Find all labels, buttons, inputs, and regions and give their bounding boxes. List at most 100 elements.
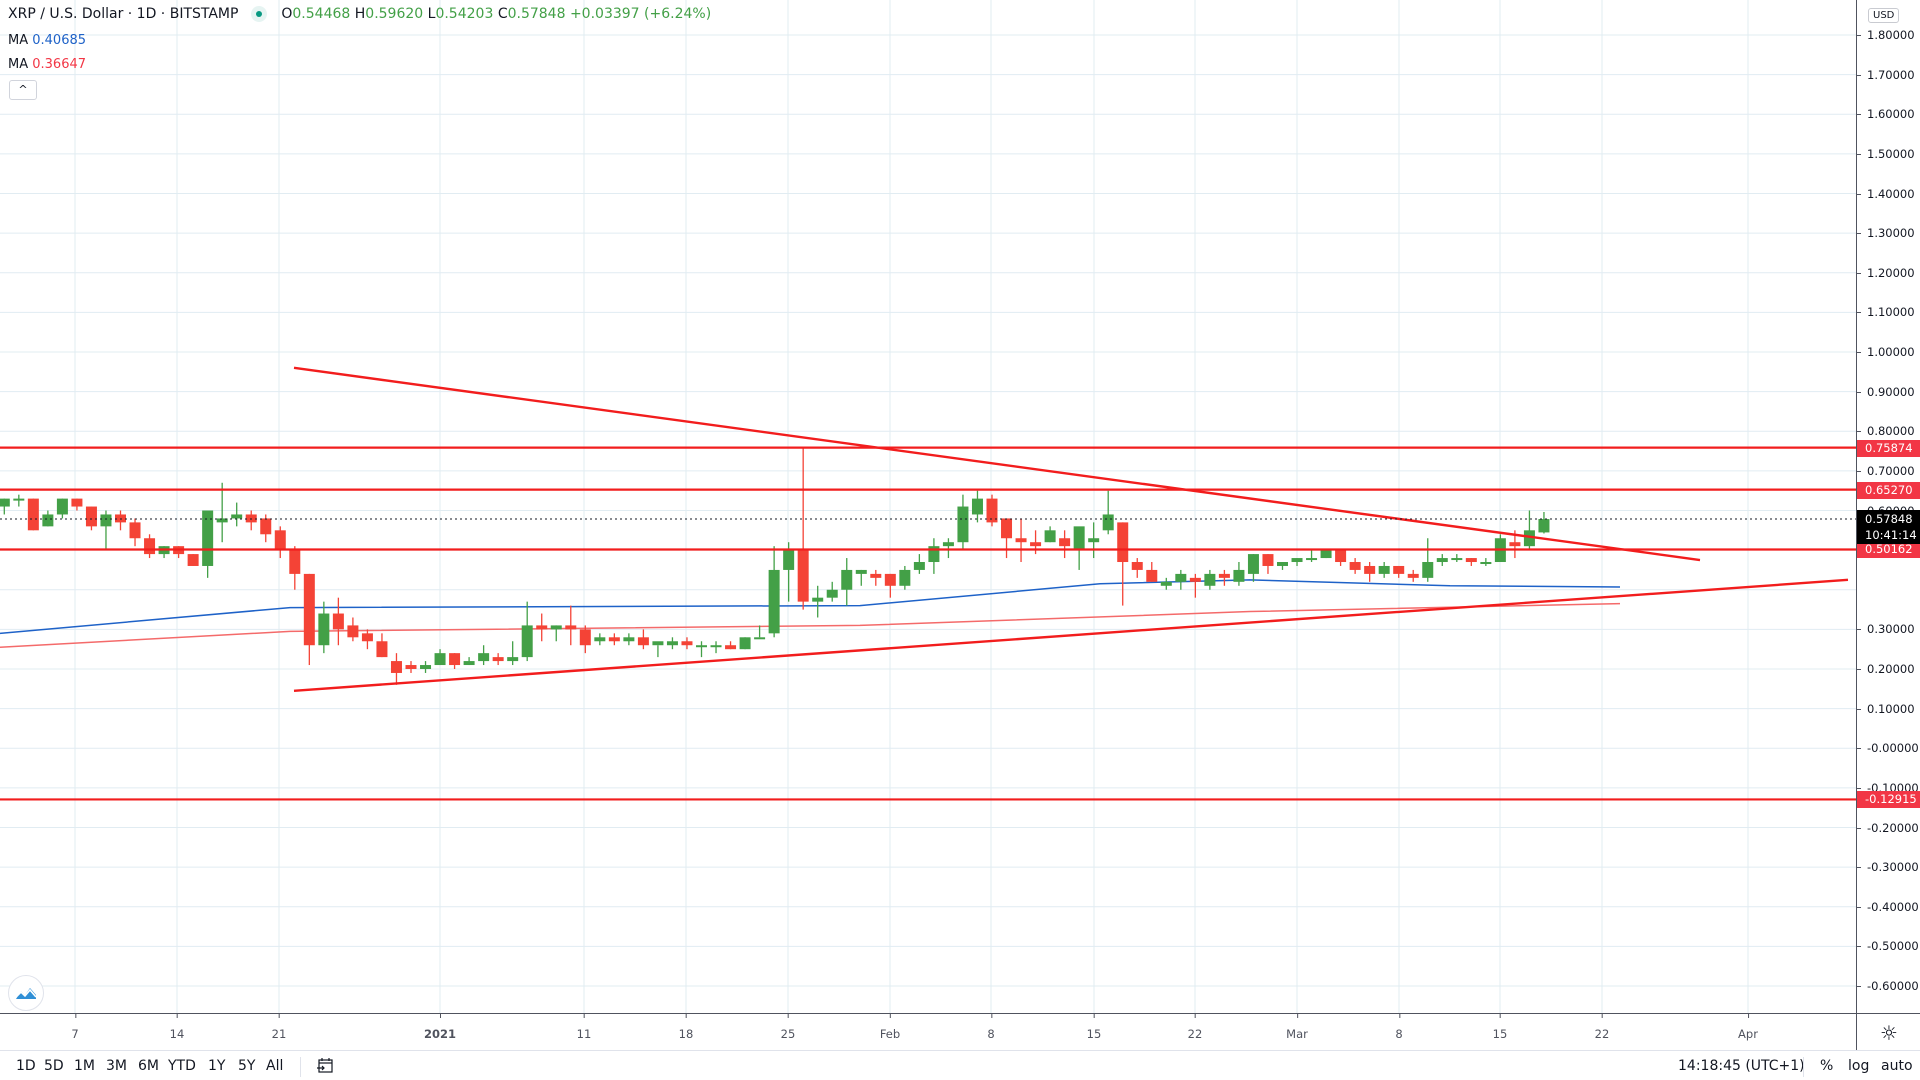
- ma-slow-legend[interactable]: MA 0.36647: [8, 57, 87, 72]
- goto-date-button[interactable]: [316, 1051, 334, 1080]
- candle[interactable]: [1262, 554, 1274, 574]
- candle[interactable]: [13, 494, 25, 507]
- candle[interactable]: [1001, 518, 1013, 559]
- candle[interactable]: [332, 597, 344, 646]
- ma-fast-legend[interactable]: MA 0.40685: [8, 33, 87, 48]
- candle[interactable]: [841, 558, 853, 606]
- candle[interactable]: [390, 653, 402, 685]
- candle[interactable]: [42, 510, 54, 527]
- candle[interactable]: [884, 573, 896, 598]
- candle[interactable]: [1233, 562, 1245, 586]
- candle[interactable]: [812, 585, 824, 618]
- candle[interactable]: [173, 546, 185, 559]
- candle[interactable]: [1291, 558, 1303, 566]
- candle[interactable]: [463, 657, 475, 666]
- candle[interactable]: [783, 542, 795, 602]
- candle[interactable]: [1335, 550, 1347, 566]
- candle[interactable]: [1407, 569, 1419, 582]
- candle[interactable]: [1320, 550, 1332, 559]
- chart-plot-area[interactable]: XRP / U.S. Dollar · 1D · BITSTAMP O0.544…: [0, 0, 1856, 1013]
- candle[interactable]: [216, 482, 228, 543]
- candle[interactable]: [318, 601, 330, 654]
- candle[interactable]: [1349, 558, 1361, 574]
- range-button-5d[interactable]: 5D: [44, 1058, 64, 1074]
- candle[interactable]: [347, 617, 359, 642]
- candle[interactable]: [0, 498, 10, 515]
- candle[interactable]: [1015, 518, 1027, 563]
- candle[interactable]: [71, 498, 83, 511]
- candle[interactable]: [1102, 490, 1114, 535]
- candle[interactable]: [231, 502, 243, 527]
- candle[interactable]: [1218, 569, 1230, 586]
- candle[interactable]: [289, 546, 301, 590]
- candle[interactable]: [1160, 577, 1172, 590]
- candle[interactable]: [1378, 562, 1390, 578]
- candle[interactable]: [274, 526, 286, 559]
- candle[interactable]: [1044, 526, 1056, 543]
- candle[interactable]: [1277, 562, 1288, 570]
- candle[interactable]: [1146, 562, 1158, 582]
- auto-toggle[interactable]: auto: [1881, 1058, 1913, 1074]
- collapse-legend-button[interactable]: ^: [9, 80, 37, 100]
- candle[interactable]: [768, 546, 780, 638]
- candle[interactable]: [507, 641, 519, 666]
- candle[interactable]: [420, 661, 432, 673]
- candle[interactable]: [158, 546, 170, 559]
- price-axis[interactable]: 1.80000 1.70000 1.60000 1.50000 1.40000 1.300…: [1856, 0, 1920, 1013]
- candle[interactable]: [1436, 554, 1448, 566]
- candle[interactable]: [986, 494, 998, 527]
- candle[interactable]: [579, 625, 591, 654]
- candle[interactable]: [56, 498, 68, 519]
- candle[interactable]: [202, 510, 214, 578]
- candle[interactable]: [1364, 562, 1376, 582]
- candle[interactable]: [144, 534, 156, 559]
- candle[interactable]: [1494, 534, 1506, 563]
- candle[interactable]: [1189, 573, 1201, 598]
- candle[interactable]: [550, 625, 562, 642]
- candle[interactable]: [594, 633, 606, 646]
- candle[interactable]: [187, 554, 199, 566]
- candle[interactable]: [100, 510, 112, 551]
- candle[interactable]: [957, 494, 969, 551]
- range-button-1m[interactable]: 1M: [74, 1058, 95, 1074]
- candle[interactable]: [492, 653, 504, 666]
- range-button-1d[interactable]: 1D: [16, 1058, 36, 1074]
- candle[interactable]: [666, 637, 678, 650]
- candle[interactable]: [652, 641, 664, 658]
- candle[interactable]: [754, 625, 766, 640]
- candle[interactable]: [637, 629, 649, 650]
- candle[interactable]: [536, 613, 548, 642]
- candle[interactable]: [696, 641, 707, 658]
- candle[interactable]: [971, 490, 983, 523]
- candle[interactable]: [245, 510, 257, 531]
- candle[interactable]: [1465, 558, 1477, 566]
- candle[interactable]: [913, 554, 925, 574]
- candle[interactable]: [27, 498, 39, 531]
- candle[interactable]: [521, 601, 533, 662]
- time-axis[interactable]: 7 14 21 2021 11 18 25 Feb 8 15 22 Mar 8 15 22 Apr: [0, 1013, 1856, 1051]
- range-button-6m[interactable]: 6M: [138, 1058, 159, 1074]
- range-button-5y[interactable]: 5Y: [238, 1058, 256, 1074]
- candle[interactable]: [303, 573, 315, 666]
- candle[interactable]: [1393, 565, 1405, 578]
- candle[interactable]: [710, 641, 722, 654]
- range-button-3m[interactable]: 3M: [106, 1058, 127, 1074]
- candle[interactable]: [942, 538, 954, 559]
- range-button-1y[interactable]: 1Y: [208, 1058, 226, 1074]
- candle[interactable]: [1523, 510, 1535, 551]
- candle[interactable]: [623, 633, 635, 646]
- candle[interactable]: [376, 633, 388, 658]
- candle[interactable]: [1538, 512, 1550, 534]
- symbol-title[interactable]: XRP / U.S. Dollar · 1D · BITSTAMP: [8, 6, 239, 22]
- candle[interactable]: [1117, 522, 1129, 606]
- candle[interactable]: [899, 565, 911, 590]
- candle[interactable]: [826, 581, 838, 602]
- candle[interactable]: [681, 637, 693, 650]
- range-button-all[interactable]: All: [266, 1058, 284, 1074]
- candle[interactable]: [608, 633, 620, 646]
- candle[interactable]: [405, 661, 417, 673]
- tradingview-logo[interactable]: [8, 975, 44, 1011]
- log-toggle[interactable]: log: [1848, 1058, 1870, 1074]
- candle[interactable]: [85, 506, 97, 531]
- candle[interactable]: [725, 641, 737, 650]
